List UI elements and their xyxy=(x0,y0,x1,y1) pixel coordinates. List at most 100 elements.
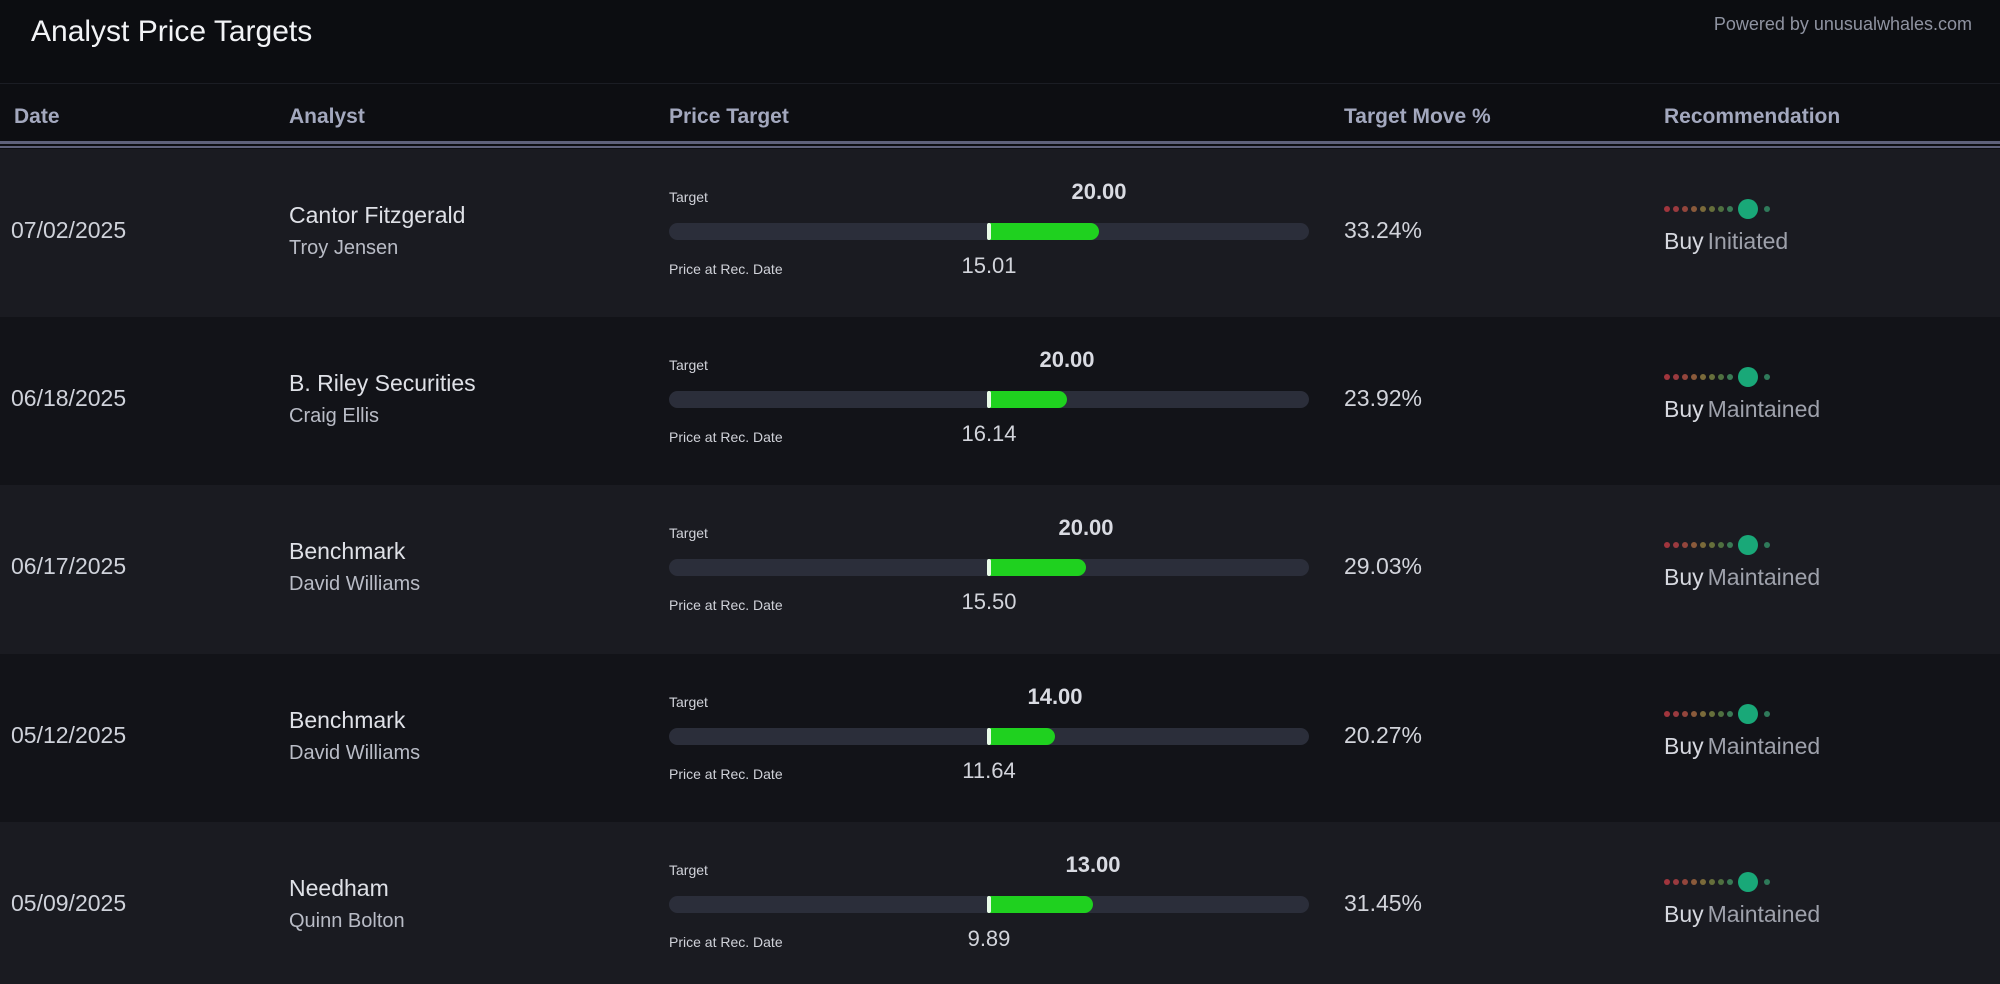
price-move-fill xyxy=(988,728,1055,745)
rating-scale-dot xyxy=(1727,711,1733,717)
row-date: 05/09/2025 xyxy=(11,890,127,916)
rating-scale-dot xyxy=(1709,206,1715,212)
table-row[interactable]: 06/18/2025 B. Riley Securities Craig Ellis… xyxy=(0,317,2000,485)
rating-scale-dot xyxy=(1709,711,1715,717)
recommendation-rating: Buy xyxy=(1664,228,1704,254)
row-date: 06/17/2025 xyxy=(11,553,127,579)
recommendation-action: Maintained xyxy=(1707,901,1821,927)
recommendation-rating: Buy xyxy=(1664,564,1704,590)
rating-scale-dot xyxy=(1764,879,1770,885)
price-at-rec-value: 9.89 xyxy=(967,926,1011,951)
price-at-rec-label: Price at Rec. Date xyxy=(669,261,783,277)
price-at-rec-label: Price at Rec. Date xyxy=(669,934,783,950)
rating-scale-current-dot xyxy=(1738,199,1758,219)
rating-scale-dot xyxy=(1664,879,1670,885)
price-at-rec-value: 16.14 xyxy=(961,421,1017,446)
rating-scale-dot xyxy=(1709,542,1715,548)
rating-scale-dot xyxy=(1718,711,1724,717)
rating-scale-dot xyxy=(1673,542,1679,548)
rating-scale-dot xyxy=(1691,542,1697,548)
rating-scale-dot xyxy=(1682,542,1688,548)
rating-scale-dot xyxy=(1764,542,1770,548)
rating-scale xyxy=(1664,367,1774,387)
rating-scale-dot xyxy=(1691,374,1697,380)
target-price-value: 14.00 xyxy=(1027,684,1083,709)
recommendation: Buy Maintained xyxy=(1664,901,1820,928)
target-move-percent: 33.24% xyxy=(1344,217,1423,243)
row-date: 06/18/2025 xyxy=(11,385,127,411)
rating-scale-dot xyxy=(1691,206,1697,212)
rating-scale-current-dot xyxy=(1738,535,1758,555)
analyst-name: David Williams xyxy=(289,742,421,764)
rating-scale-dot xyxy=(1700,206,1706,212)
price-at-rec-marker xyxy=(987,391,991,408)
rating-scale xyxy=(1664,199,1774,219)
rating-scale-dot xyxy=(1664,711,1670,717)
target-label: Target xyxy=(669,862,708,878)
rating-scale-dot xyxy=(1764,711,1770,717)
rating-scale-dot xyxy=(1727,374,1733,380)
target-move-percent: 20.27% xyxy=(1344,722,1423,748)
table-row[interactable]: 05/12/2025 Benchmark David Williams Target 1… xyxy=(0,654,2000,822)
recommendation: Buy Maintained xyxy=(1664,396,1820,423)
price-move-fill xyxy=(988,223,1099,240)
price-at-rec-marker xyxy=(987,559,991,576)
rating-scale-current-dot xyxy=(1738,872,1758,892)
target-price-value: 20.00 xyxy=(1071,179,1127,204)
recommendation-rating: Buy xyxy=(1664,396,1704,422)
rating-scale-dot xyxy=(1727,206,1733,212)
analyst-firm: Benchmark xyxy=(289,538,406,564)
column-header-recommendation[interactable]: Recommendation xyxy=(1664,105,1841,128)
price-at-rec-marker xyxy=(987,223,991,240)
recommendation-action: Initiated xyxy=(1707,228,1789,254)
rating-scale-dot xyxy=(1718,374,1724,380)
price-at-rec-value: 15.50 xyxy=(961,589,1017,614)
rating-scale-dot xyxy=(1700,711,1706,717)
row-date: 05/12/2025 xyxy=(11,722,127,748)
price-at-rec-marker xyxy=(987,728,991,745)
rating-scale-dot xyxy=(1682,879,1688,885)
analyst-name: David Williams xyxy=(289,573,421,595)
price-at-rec-marker xyxy=(987,896,991,913)
rating-scale-dot xyxy=(1682,711,1688,717)
rating-scale-current-dot xyxy=(1738,367,1758,387)
column-header-date[interactable]: Date xyxy=(14,105,60,128)
recommendation-action: Maintained xyxy=(1707,564,1821,590)
rating-scale-dot xyxy=(1682,374,1688,380)
target-label: Target xyxy=(669,525,708,541)
rating-scale-dot xyxy=(1727,542,1733,548)
rating-scale-dot xyxy=(1700,542,1706,548)
rating-scale-dot xyxy=(1718,206,1724,212)
rating-scale-dot xyxy=(1673,711,1679,717)
price-move-fill xyxy=(988,896,1093,913)
column-header-price-target[interactable]: Price Target xyxy=(669,105,789,128)
rating-scale-dot xyxy=(1727,879,1733,885)
recommendation-rating: Buy xyxy=(1664,901,1704,927)
table-row[interactable]: 06/17/2025 Benchmark David Williams Target 2… xyxy=(0,485,2000,654)
rating-scale-dot xyxy=(1691,711,1697,717)
analyst-firm: Needham xyxy=(289,875,389,901)
target-label: Target xyxy=(669,189,708,205)
target-move-percent: 29.03% xyxy=(1344,553,1423,579)
rating-scale-dot xyxy=(1664,374,1670,380)
row-date: 07/02/2025 xyxy=(11,217,127,243)
rating-scale xyxy=(1664,704,1774,724)
target-price-value: 13.00 xyxy=(1065,852,1121,877)
rating-scale-dot xyxy=(1718,542,1724,548)
rating-scale-dot xyxy=(1709,879,1715,885)
target-move-percent: 31.45% xyxy=(1344,890,1423,916)
table-row[interactable]: 07/02/2025 Cantor Fitzgerald Troy Jensen Ta… xyxy=(0,149,2000,317)
target-label: Target xyxy=(669,694,708,710)
column-header-target-move[interactable]: Target Move % xyxy=(1344,105,1491,128)
recommendation-action: Maintained xyxy=(1707,396,1821,422)
price-at-rec-value: 11.64 xyxy=(962,758,1016,783)
price-at-rec-label: Price at Rec. Date xyxy=(669,429,783,445)
table-row[interactable]: 05/09/2025 Needham Quinn Bolton Target 13.00… xyxy=(0,822,2000,984)
header-divider xyxy=(0,141,2000,144)
rating-scale-dot xyxy=(1682,206,1688,212)
recommendation-rating: Buy xyxy=(1664,733,1704,759)
price-at-rec-label: Price at Rec. Date xyxy=(669,597,783,613)
recommendation: Buy Maintained xyxy=(1664,564,1820,591)
rating-scale-dot xyxy=(1718,879,1724,885)
column-header-analyst[interactable]: Analyst xyxy=(289,105,365,128)
